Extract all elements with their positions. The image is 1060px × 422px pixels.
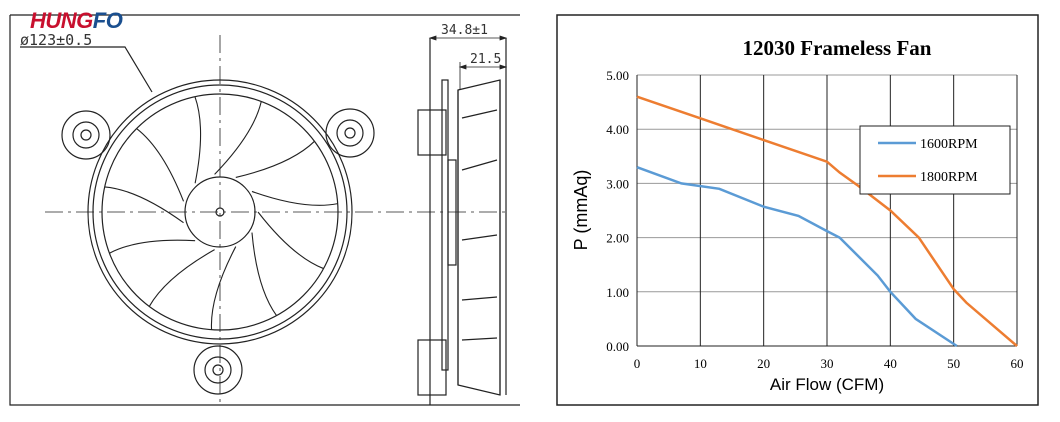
depth-blade-label: 21.5 xyxy=(470,52,501,67)
fan-blade xyxy=(235,140,315,178)
chart-title: 12030 Frameless Fan xyxy=(743,36,932,60)
x-tick-label: 40 xyxy=(884,356,897,371)
drawing-frame xyxy=(9,14,520,406)
x-tick-label: 60 xyxy=(1011,356,1024,371)
fan-blades xyxy=(104,96,338,330)
fan-blade xyxy=(251,232,277,316)
legend-label: 1600RPM xyxy=(920,137,978,152)
mount-ear-left xyxy=(61,110,111,160)
legend-label: 1800RPM xyxy=(920,170,978,185)
y-tick-label: 3.00 xyxy=(606,176,629,191)
fan-hub xyxy=(184,176,256,248)
y-tick-label: 5.00 xyxy=(606,68,629,83)
diameter-leader xyxy=(20,46,153,93)
x-axis-label: Air Flow (CFM) xyxy=(770,375,884,394)
y-tick-label: 4.00 xyxy=(606,122,629,137)
x-tick-label: 0 xyxy=(634,356,641,371)
fan-blade xyxy=(136,128,185,202)
x-tick-label: 20 xyxy=(757,356,770,371)
mount-ear-bottom xyxy=(193,345,243,395)
x-tick-label: 30 xyxy=(821,356,834,371)
hungfo-logo: HUNGFO xyxy=(30,8,123,33)
diameter-label: ø123±0.5 xyxy=(20,31,92,49)
dimension-lines xyxy=(428,35,508,90)
x-tick-label: 50 xyxy=(947,356,960,371)
fan-blade xyxy=(257,211,324,270)
fan-blade xyxy=(194,96,202,184)
fan-blade xyxy=(109,239,196,254)
y-tick-label: 1.00 xyxy=(606,285,629,300)
chart-legend: 1600RPM 1800RPM xyxy=(859,125,1011,195)
x-tick-label: 10 xyxy=(694,356,707,371)
y-tick-label: 0.00 xyxy=(606,339,629,354)
fan-blade xyxy=(104,186,184,224)
fan-technical-drawing: ø123±0.5 34.8±1 21.5 xyxy=(9,14,520,406)
fan-blade xyxy=(251,190,338,206)
fan-side-view xyxy=(417,38,507,405)
fan-blade xyxy=(148,249,215,307)
mount-ear-right xyxy=(325,108,375,158)
fan-blade xyxy=(210,246,237,330)
y-tick-label: 2.00 xyxy=(606,231,629,246)
fan-outer-ring xyxy=(87,79,353,345)
y-axis-label: P (mmAq) xyxy=(571,170,591,251)
fan-blade xyxy=(214,101,262,175)
depth-total-label: 34.8±1 xyxy=(441,23,488,38)
center-lines xyxy=(45,35,510,405)
